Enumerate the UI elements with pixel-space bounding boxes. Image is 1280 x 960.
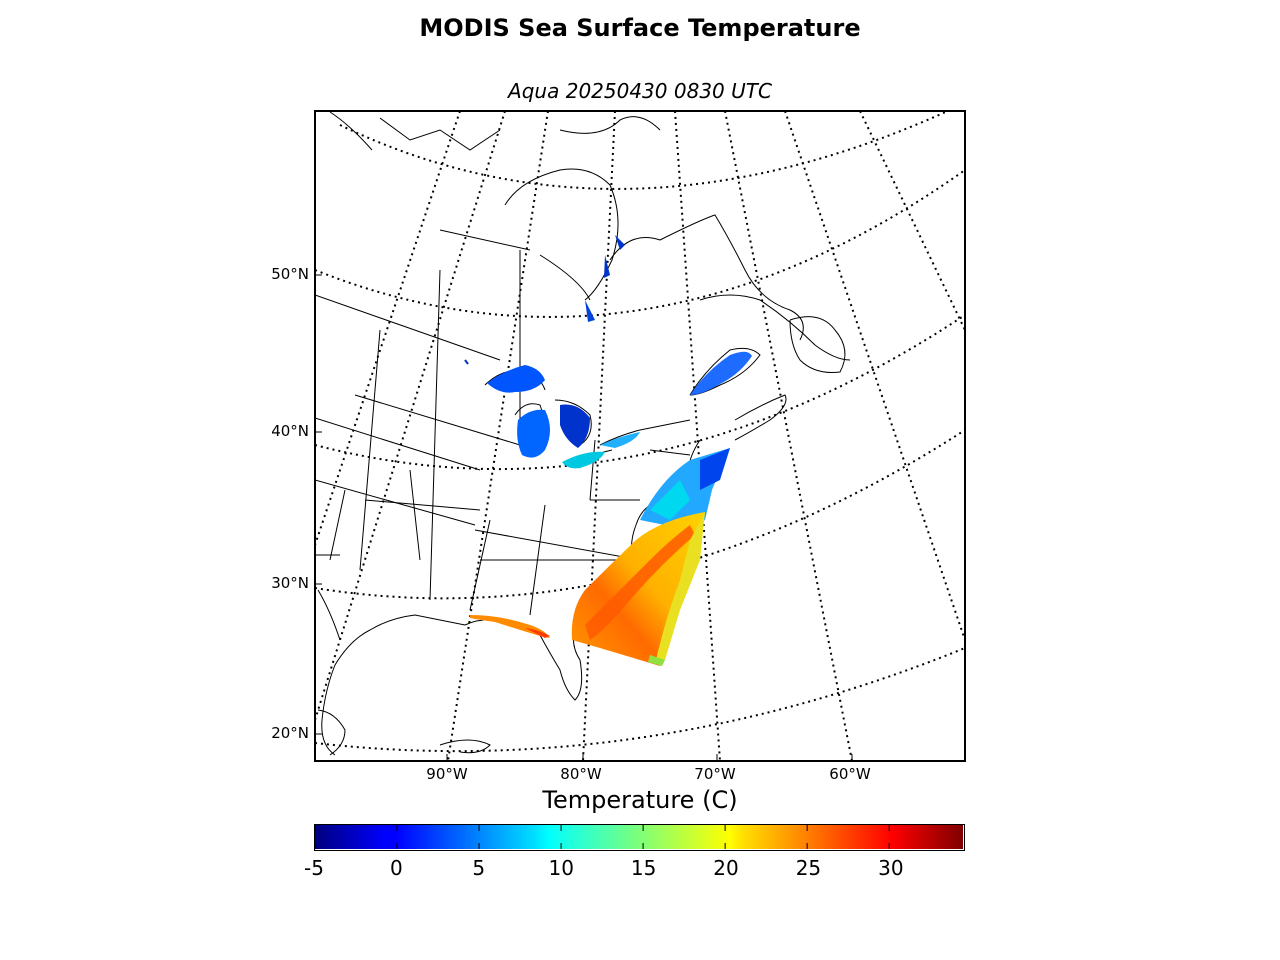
lon-label-80w: 80°W	[560, 765, 602, 783]
sst-atlantic-swath	[571, 448, 730, 666]
lat-ticks	[315, 274, 322, 735]
colorbar-tick-label: 25	[795, 856, 822, 880]
graticule-meridians	[315, 111, 965, 761]
colorbar-tick-label: -5	[304, 856, 324, 880]
colorbar-tick-label: 20	[713, 856, 739, 880]
lon-label-70w: 70°W	[694, 765, 736, 783]
colorbar-tick-label: 0	[390, 856, 403, 880]
sst-gulf-st-lawrence	[585, 235, 752, 395]
lat-label-30n: 30°N	[271, 574, 309, 592]
graticule-parallels	[315, 111, 965, 753]
sst-great-lakes	[464, 359, 640, 469]
colorbar-label: Temperature (C)	[542, 786, 738, 814]
map-frame	[314, 110, 966, 762]
colorbar-tick-label: 5	[472, 856, 486, 880]
map-subtitle: Aqua 20250430 0830 UTC	[508, 79, 772, 103]
lon-ticks	[446, 754, 853, 761]
lon-label-90w: 90°W	[426, 765, 468, 783]
map-title: MODIS Sea Surface Temperature	[419, 14, 861, 42]
political-boundaries	[315, 229, 691, 616]
colorbar	[314, 824, 965, 851]
lat-label-20n: 20°N	[271, 724, 309, 742]
lat-label-40n: 40°N	[271, 422, 309, 440]
sst-gulf-of-mexico	[470, 615, 550, 638]
colorbar-tick-label: 15	[630, 856, 657, 880]
lat-label-50n: 50°N	[271, 265, 309, 283]
colorbar-tick-label: 10	[548, 856, 574, 880]
colorbar-ramp	[315, 825, 963, 849]
colorbar-tick-label: 30	[878, 856, 904, 880]
lon-label-60w: 60°W	[829, 765, 871, 783]
